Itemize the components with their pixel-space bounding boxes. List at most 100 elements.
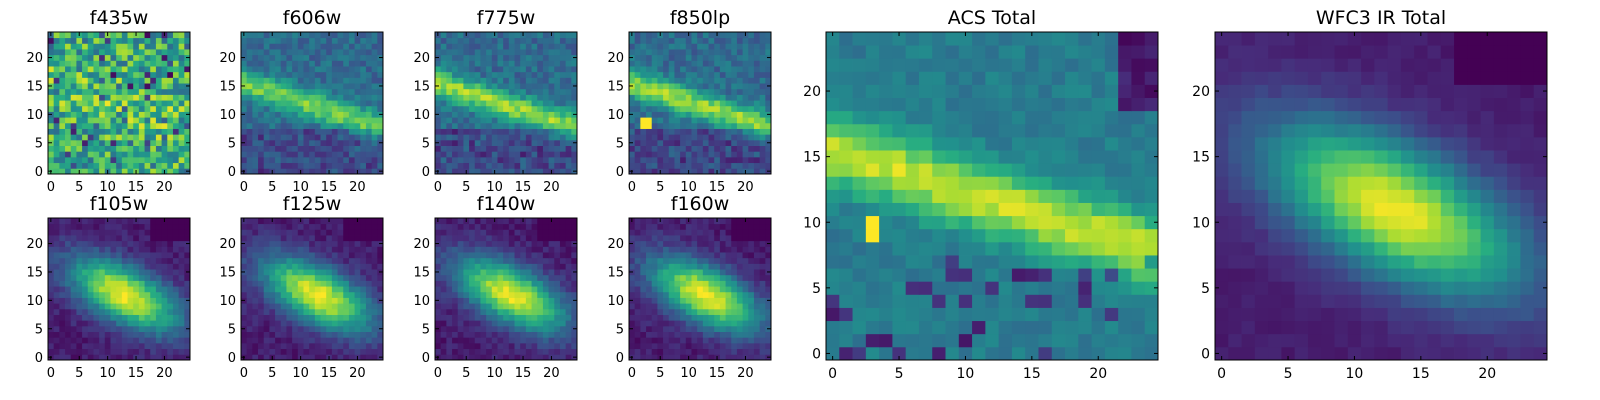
heatmap-cell [76,342,83,350]
heatmap-cell [263,348,270,355]
heatmap-cell [87,354,94,361]
heatmap-cell [297,66,304,73]
heatmap-cell [275,151,282,158]
heatmap-cell [365,139,373,146]
heatmap-cell [263,122,270,129]
heatmap-cell [554,337,561,344]
heatmap-cell [542,49,549,56]
heatmap-cell [53,134,60,141]
heatmap-cell [121,342,128,350]
heatmap-cell [246,66,253,73]
heatmap-cell [309,280,316,287]
heatmap-cell [657,297,664,304]
heatmap-cell [337,88,344,95]
heatmap-cell [303,139,310,146]
heatmap-cell [337,134,344,141]
heatmap-cell [82,111,89,118]
heatmap-cell [326,223,333,230]
x-tick-label: 0 [240,366,248,381]
panel-title: f140w [477,193,536,215]
heatmap-cell [354,342,361,350]
heatmap-cell [138,43,145,50]
heatmap-cell [87,88,94,95]
heatmap-cell [93,274,100,281]
heatmap-cell [104,88,111,95]
heatmap-cell [155,122,162,129]
heatmap-cell [252,246,259,253]
heatmap-cell [116,100,123,107]
heatmap-cell [286,37,293,44]
heatmap-cell [82,145,89,152]
heatmap-cell [365,274,373,281]
heatmap-cell [497,303,504,310]
heatmap-cell [53,60,60,67]
heatmap-cell [150,274,157,281]
heatmap-cell [571,286,578,293]
heatmap-cell [759,354,766,361]
heatmap-cell [474,37,481,44]
heatmap-cell [646,291,653,298]
y-tick-label: 15 [413,80,430,95]
heatmap-cell [275,240,282,247]
heatmap-cell [697,286,704,293]
heatmap-cell [657,139,664,146]
heatmap-cell [320,100,327,107]
heatmap-cell [440,139,447,146]
heatmap-cell [155,168,162,175]
heatmap-cell [668,139,675,146]
heatmap-cell [70,325,77,332]
heatmap-cell [70,122,77,129]
heatmap-cell [486,337,493,344]
heatmap-cell [548,252,555,259]
heatmap-cell [144,337,151,344]
heatmap-cell [303,88,310,95]
heatmap-cell [82,117,89,124]
heatmap-cell [297,280,304,287]
heatmap-cell [719,297,726,304]
heatmap-cell [702,325,709,332]
heatmap-cell [440,37,447,44]
heatmap-cell [53,117,60,124]
heatmap-cell [144,71,151,78]
heatmap-cell [292,291,299,298]
heatmap-cell [708,134,715,141]
heatmap-cell [708,291,715,298]
heatmap-cell [571,223,578,230]
heatmap-cell [571,37,578,44]
heatmap-cell [759,83,766,90]
heatmap-cell [269,49,276,56]
heatmap-cell [640,286,647,293]
heatmap-cell [725,60,732,67]
heatmap-cell [331,117,338,124]
heatmap-cell [167,105,174,112]
heatmap-cell [326,77,333,84]
heatmap-cell [184,252,191,259]
heatmap-cell [241,60,248,67]
heatmap-cell [110,100,117,107]
heatmap-cell [280,286,287,293]
heatmap-cell [178,342,185,350]
x-tick-label: 20 [543,180,560,195]
heatmap-cell [440,342,447,350]
heatmap-cell [759,337,766,344]
heatmap-cell [531,223,538,230]
heatmap-cell [87,348,94,355]
heatmap-cell [53,229,60,236]
heatmap-cell [365,303,373,310]
heatmap-cell [331,280,338,287]
heatmap-cell [719,291,726,298]
heatmap-cell [765,151,772,158]
heatmap-cell [348,269,355,276]
heatmap-cell [491,54,498,61]
heatmap-cell [104,100,111,107]
heatmap-cell [76,331,83,338]
heatmap-cell [452,246,459,253]
heatmap-cell [748,274,755,281]
heatmap-cell [241,66,248,73]
heatmap-cell [161,348,168,355]
heatmap-cell [99,32,106,39]
heatmap-cell [348,151,355,158]
heatmap-cell [246,348,253,355]
heatmap-cell [446,117,453,124]
